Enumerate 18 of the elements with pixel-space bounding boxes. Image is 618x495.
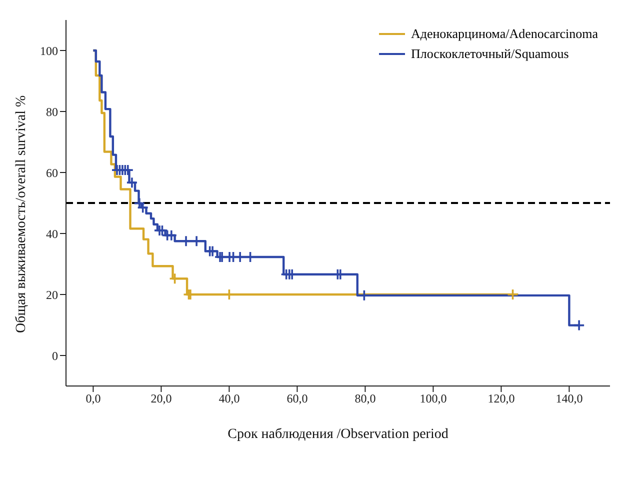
y-tick-label: 60 — [46, 166, 58, 180]
y-tick-label: 100 — [40, 44, 58, 58]
x-tick-label: 140,0 — [556, 392, 583, 406]
y-tick-label: 80 — [46, 104, 58, 119]
x-tick-label: 120,0 — [488, 392, 515, 406]
x-tick-label: 20,0 — [150, 392, 172, 406]
x-tick-label: 80,0 — [354, 392, 376, 406]
legend-label: Плоскоклеточный/Squamous — [410, 45, 569, 63]
y-axis-title: Общая выживаемость/overall survival % — [14, 95, 29, 333]
legend-label: Аденокарцинома/Adenocarcinoma — [410, 25, 598, 43]
x-tick-label: 100,0 — [420, 392, 447, 406]
x-tick-label: 0,0 — [86, 392, 101, 406]
y-tick-label: 20 — [46, 288, 58, 302]
x-tick-label: 60,0 — [286, 392, 308, 406]
x-tick-label: 40,0 — [218, 392, 240, 406]
y-tick-label: 40 — [46, 226, 58, 241]
y-tick-label: 0 — [52, 348, 58, 363]
x-axis-title: Срок наблюдения /Observation period — [228, 427, 448, 442]
